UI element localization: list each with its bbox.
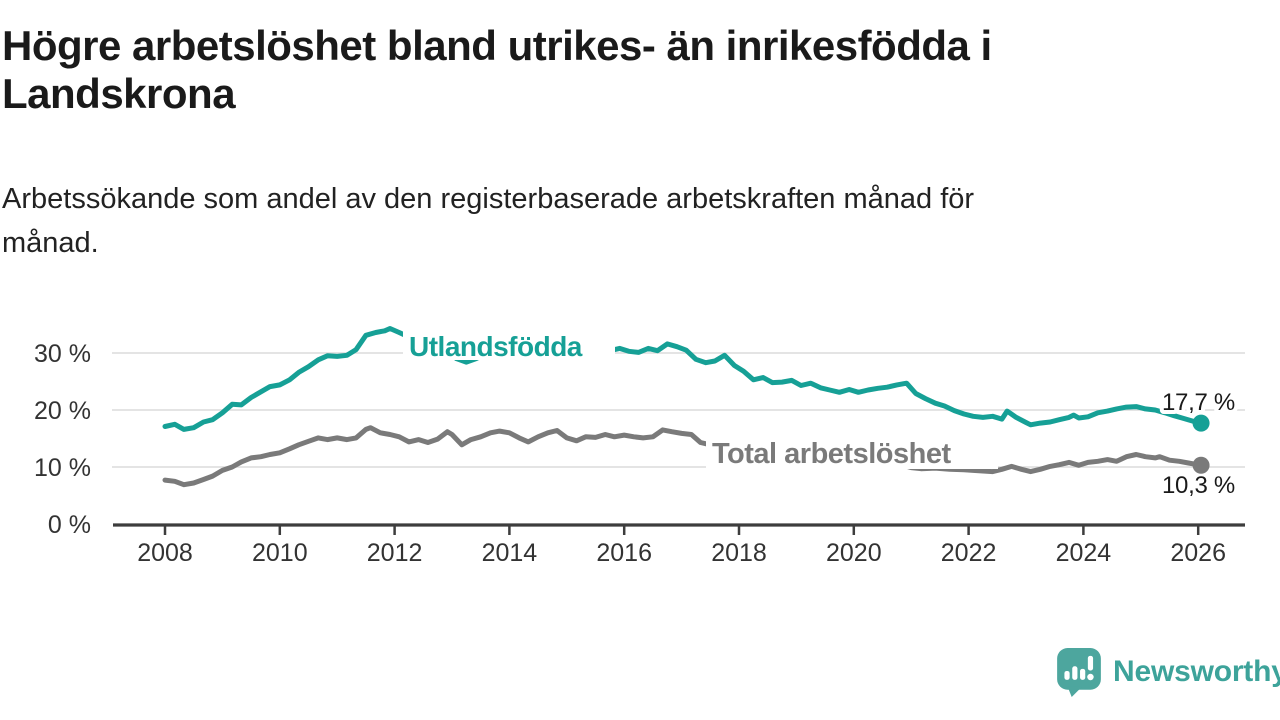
chart-subtitle: Arbetssökande som andel av den registerb…: [2, 183, 975, 259]
y-tick-label: 10 %: [34, 454, 91, 482]
logo-bar-1: [1064, 670, 1070, 680]
series-line-utlandsfodda: [162, 326, 1204, 432]
series-line-total-arbetsloshet: [162, 425, 1204, 488]
newsworthy-bubble-icon: [1057, 648, 1101, 697]
newsworthy-logo-text: Newsworthy: [1113, 655, 1280, 688]
y-tick-label: 30 %: [34, 340, 91, 368]
logo-bubble-tail: [1067, 686, 1083, 697]
x-tick-label: 2018: [711, 539, 767, 567]
series-label-halo-utlandsfodda: [403, 329, 615, 360]
logo-bar-3: [1080, 668, 1086, 680]
end-value-label-utlandsfodda: 17,7 %: [1162, 389, 1235, 416]
x-tick-label: 2024: [1056, 539, 1112, 567]
newsworthy-logo: Newsworthy: [1056, 646, 1280, 698]
x-tick-label: 2014: [482, 539, 538, 567]
x-tick-label: 2026: [1170, 539, 1226, 567]
logo-exclamation-dot: [1087, 673, 1094, 681]
series-label-utlandsfodda: Utlandsfödda: [409, 331, 583, 362]
logo-bubble-shape: [1057, 648, 1101, 690]
x-tick-label: 2012: [367, 539, 423, 567]
x-tick-label: 2008: [137, 539, 193, 567]
x-tick-label: 2020: [826, 539, 882, 567]
x-tick-label: 2016: [596, 539, 652, 567]
logo-bar-2: [1072, 666, 1078, 680]
series-label-total-arbetsloshet: Total arbetslöshet: [712, 438, 951, 470]
chart-title: Högre arbetslöshet bland utrikes- än inr…: [2, 22, 992, 118]
y-tick-label: 0 %: [48, 511, 91, 539]
unemployment-line-chart: 2008 2010 2012 2014 2016 2018 2020 2022 2024 2026…: [34, 326, 1245, 567]
x-tick-label: 2022: [941, 539, 997, 567]
end-value-label-total-arbetsloshet: 10,3 %: [1162, 472, 1235, 499]
series-label-halo-total-arbetsloshet: [706, 436, 998, 469]
logo-exclamation-stem: [1087, 655, 1094, 671]
y-tick-label: 20 %: [34, 397, 91, 425]
series-end-dot-total-arbetsloshet: [1192, 456, 1210, 474]
x-tick-label: 2010: [252, 539, 308, 567]
series-end-dot-utlandsfodda: [1192, 414, 1210, 432]
